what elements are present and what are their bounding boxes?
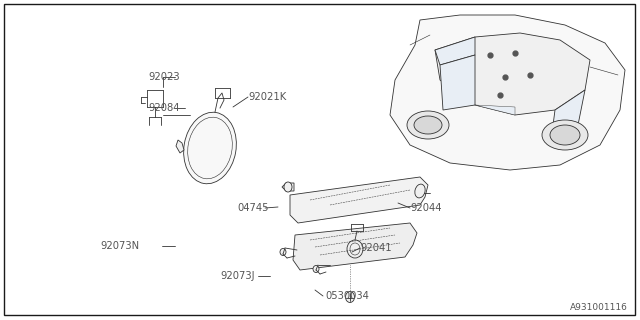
Polygon shape [290, 177, 428, 223]
Polygon shape [440, 55, 475, 110]
Polygon shape [475, 105, 515, 115]
Ellipse shape [346, 292, 355, 302]
Text: 92041: 92041 [360, 243, 392, 253]
Ellipse shape [542, 120, 588, 150]
Text: A931001116: A931001116 [570, 303, 628, 312]
Ellipse shape [280, 249, 286, 255]
Ellipse shape [550, 125, 580, 145]
Text: 0530034: 0530034 [325, 291, 369, 301]
Text: 04745: 04745 [237, 203, 269, 213]
Ellipse shape [313, 266, 319, 273]
Polygon shape [435, 33, 590, 115]
Polygon shape [282, 183, 294, 191]
Polygon shape [435, 37, 475, 65]
Ellipse shape [414, 116, 442, 134]
Polygon shape [390, 15, 625, 170]
Text: 92073J: 92073J [220, 271, 255, 281]
Polygon shape [552, 90, 585, 133]
Ellipse shape [347, 240, 363, 258]
Ellipse shape [184, 112, 236, 184]
Polygon shape [176, 140, 184, 153]
Ellipse shape [407, 111, 449, 139]
Text: 92023: 92023 [148, 72, 180, 82]
Text: 92073N: 92073N [100, 241, 139, 251]
Text: 92044: 92044 [410, 203, 442, 213]
Text: 92021K: 92021K [248, 92, 286, 102]
Ellipse shape [284, 182, 292, 192]
Text: 92084: 92084 [148, 103, 179, 113]
Polygon shape [293, 223, 417, 270]
Ellipse shape [415, 184, 425, 198]
